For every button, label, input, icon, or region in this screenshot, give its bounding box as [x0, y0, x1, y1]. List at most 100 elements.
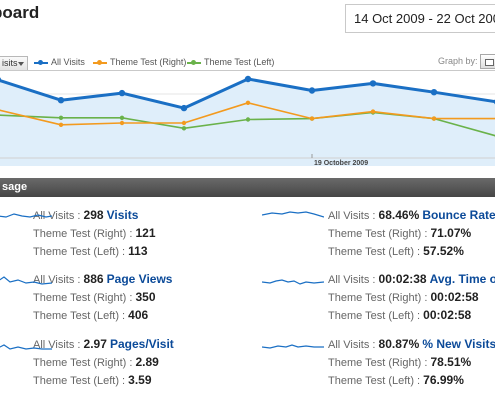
- separator: :: [414, 375, 424, 387]
- data-point: [118, 89, 126, 97]
- separator: :: [126, 292, 136, 304]
- data-point: [57, 97, 65, 104]
- metric-line: All Visits : 80.87% % New Visits: [328, 336, 495, 352]
- legend-all-visits: All Visits: [34, 57, 85, 67]
- legend-marker-icon: [34, 58, 48, 67]
- data-point: [181, 126, 187, 131]
- data-point: [58, 115, 64, 120]
- data-point: [245, 117, 251, 122]
- metric-line: All Visits : 298 Visits: [33, 207, 138, 223]
- metric-value: 298: [83, 208, 104, 222]
- metric-value: 80.87%: [378, 337, 420, 351]
- separator: :: [74, 274, 84, 286]
- metric-row-label: Theme Test (Right): [33, 292, 127, 304]
- sparkline-path: [262, 279, 324, 285]
- data-point: [244, 75, 252, 83]
- metric-row-label: All Visits: [328, 210, 370, 222]
- metric-row-label: All Visits: [33, 210, 75, 222]
- metric-line: Theme Test (Right) : 350: [33, 289, 156, 305]
- metric-value: 406: [128, 308, 149, 322]
- data-point: [308, 87, 316, 94]
- metric-line: Theme Test (Right) : 121: [33, 225, 156, 241]
- metric-value: 00:02:38: [378, 272, 427, 286]
- metric-value: 2.89: [135, 355, 159, 369]
- dashboard-title: board: [0, 3, 40, 22]
- metric-row-label: Theme Test (Right): [33, 228, 127, 240]
- data-point: [58, 122, 64, 127]
- metric-line: Theme Test (Left) : 00:02:58: [328, 307, 471, 323]
- metric-row-label: Theme Test (Left): [33, 246, 119, 258]
- metric-line: Theme Test (Right) : 71.07%: [328, 225, 471, 241]
- data-point: [430, 89, 438, 96]
- bounce-rate-sparkline-icon: [262, 211, 324, 218]
- separator: :: [369, 274, 379, 286]
- sparkline-path: [0, 344, 52, 350]
- metric-name-link[interactable]: Avg. Time o: [429, 272, 495, 286]
- separator: :: [119, 246, 129, 258]
- metric-name-link[interactable]: Pages/Visit: [109, 337, 174, 351]
- metric-row-label: Theme Test (Left): [328, 375, 414, 387]
- metric-name-link[interactable]: % New Visits: [422, 337, 495, 351]
- separator: :: [126, 228, 136, 240]
- metric-value: 57.52%: [423, 244, 464, 258]
- legend-theme-right: Theme Test (Right): [93, 57, 186, 67]
- metric-row-label: Theme Test (Left): [328, 246, 414, 258]
- metric-row-label: All Visits: [33, 339, 75, 351]
- metric-value: 886: [83, 272, 104, 286]
- data-point: [370, 109, 376, 114]
- separator: :: [369, 339, 379, 351]
- metric-value: 00:02:58: [430, 290, 479, 304]
- separator: :: [421, 228, 431, 240]
- sparkline-path: [0, 276, 52, 285]
- separator: :: [421, 357, 431, 369]
- area-all-visits: [0, 79, 495, 166]
- data-point: [369, 80, 377, 87]
- data-point: [309, 116, 315, 121]
- metric-value: 00:02:58: [423, 308, 472, 322]
- data-point: [181, 120, 187, 126]
- metric-line: All Visits : 68.46% Bounce Rate: [328, 207, 495, 223]
- metric-name-link[interactable]: Page Views: [106, 272, 173, 286]
- metric-row-label: Theme Test (Right): [328, 292, 422, 304]
- metric-value: 68.46%: [378, 208, 420, 222]
- separator: :: [119, 375, 129, 387]
- new-visits-sparkline-icon: [262, 344, 324, 349]
- data-point: [431, 116, 437, 121]
- metric-row-label: Theme Test (Right): [328, 357, 422, 369]
- date-range-picker[interactable]: 14 Oct 2009 - 22 Oct 2009: [345, 4, 495, 33]
- metric-value: 78.51%: [430, 355, 472, 369]
- legend-marker-icon: [93, 58, 107, 67]
- metric-line: Theme Test (Right) : 2.89: [33, 354, 159, 370]
- segment-label: isits: [2, 58, 18, 68]
- metric-row-label: Theme Test (Left): [33, 375, 119, 387]
- pages-visit-sparkline-icon: [0, 344, 52, 350]
- separator: :: [414, 310, 424, 322]
- legend-marker-icon: [187, 58, 201, 67]
- metric-value: 121: [135, 226, 156, 240]
- metric-row-label: All Visits: [328, 339, 370, 351]
- metric-row-label: Theme Test (Left): [33, 310, 119, 322]
- metric-line: Theme Test (Left) : 76.99%: [328, 372, 464, 388]
- visits-sparkline-icon: [0, 213, 52, 218]
- chevron-down-icon: [18, 62, 24, 66]
- separator: :: [414, 246, 424, 258]
- page-views-sparkline-icon: [0, 276, 52, 285]
- metric-line: All Visits : 886 Page Views: [33, 271, 172, 287]
- separator: :: [74, 210, 84, 222]
- separator: :: [119, 310, 129, 322]
- metric-row-label: Theme Test (Right): [33, 357, 127, 369]
- metric-line: Theme Test (Right) : 78.51%: [328, 354, 471, 370]
- metric-line: Theme Test (Left) : 406: [33, 307, 148, 323]
- separator: :: [74, 339, 84, 351]
- metric-name-link[interactable]: Bounce Rate: [422, 208, 495, 222]
- metric-line: Theme Test (Left) : 3.59: [33, 372, 152, 388]
- day-graph-icon[interactable]: [480, 54, 495, 69]
- segment-dropdown[interactable]: isits: [0, 56, 28, 71]
- data-point: [180, 104, 188, 112]
- metric-value: 3.59: [128, 373, 152, 387]
- sparkline-path: [262, 211, 324, 218]
- legend-label: Theme Test (Left): [204, 57, 275, 67]
- metric-name-link[interactable]: Visits: [106, 208, 139, 222]
- legend-theme-left: Theme Test (Left): [187, 57, 274, 67]
- metric-line: Theme Test (Left) : 57.52%: [328, 243, 464, 259]
